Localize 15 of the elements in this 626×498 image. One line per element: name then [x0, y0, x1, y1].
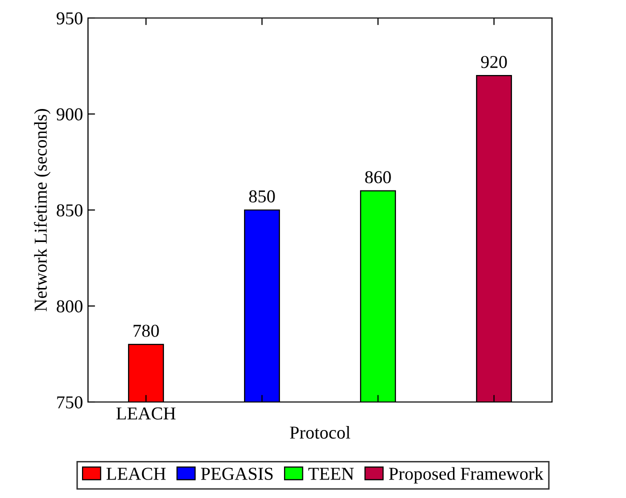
data-label: 920 — [481, 56, 507, 68]
data-label: 780 — [134, 324, 159, 337]
legend-label: LEACH — [106, 468, 166, 480]
y-tick-label: 750 — [57, 396, 82, 408]
data-label: 860 — [365, 171, 391, 184]
data-label: 850 — [249, 190, 275, 202]
legend-label: TEEN — [308, 468, 354, 480]
y-axis-title: Network Lifetime (seconds) — [34, 109, 50, 312]
y-tick-label: 950 — [56, 12, 82, 24]
y-tick-label: 850 — [56, 204, 82, 216]
y-tick-label: 800 — [56, 300, 82, 312]
legend-label: PEGASIS — [201, 468, 273, 480]
x-axis-title: Protocol — [290, 426, 350, 439]
y-tick-label: 900 — [56, 108, 82, 120]
legend-label: Proposed Framework — [389, 467, 544, 484]
